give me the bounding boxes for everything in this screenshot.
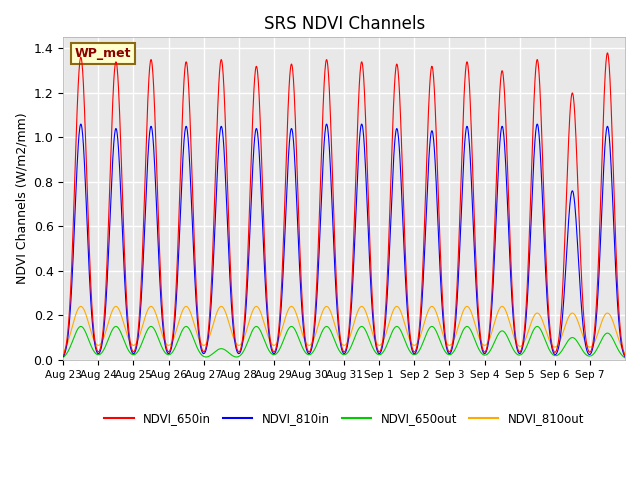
Y-axis label: NDVI Channels (W/m2/mm): NDVI Channels (W/m2/mm) <box>15 113 28 284</box>
Title: SRS NDVI Channels: SRS NDVI Channels <box>264 15 425 33</box>
Legend: NDVI_650in, NDVI_810in, NDVI_650out, NDVI_810out: NDVI_650in, NDVI_810in, NDVI_650out, NDV… <box>99 408 589 430</box>
Text: WP_met: WP_met <box>74 47 131 60</box>
